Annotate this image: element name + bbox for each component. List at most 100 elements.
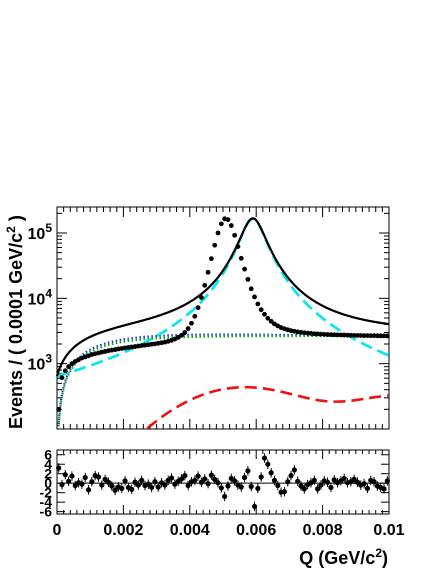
pull-point bbox=[341, 475, 347, 482]
pull-point bbox=[119, 485, 125, 491]
pull-point bbox=[275, 482, 281, 489]
pull-point bbox=[295, 478, 301, 484]
pull-point bbox=[215, 480, 221, 486]
signal-peak-curve bbox=[56, 217, 390, 378]
pull-point bbox=[122, 478, 128, 484]
pull-point bbox=[69, 473, 75, 479]
pull-point bbox=[85, 487, 92, 493]
data-point bbox=[212, 242, 218, 248]
fit-y-tick-labels: 103 104 105 bbox=[28, 221, 53, 374]
y-tick-label: 103 bbox=[28, 352, 53, 374]
fit-axis-ticks bbox=[56, 207, 390, 430]
data-point bbox=[235, 244, 241, 249]
pull-point bbox=[95, 474, 102, 480]
fit-curves bbox=[55, 217, 390, 430]
pull-point bbox=[79, 481, 85, 487]
total-fit-curve bbox=[55, 217, 390, 377]
pull-point bbox=[318, 482, 324, 488]
pull-point bbox=[185, 482, 191, 489]
data-point bbox=[62, 368, 68, 374]
pull-point bbox=[99, 482, 105, 488]
data-point bbox=[242, 266, 247, 272]
pull-point bbox=[251, 503, 258, 510]
fit-panel: 103 104 105 Events / ( 0.0001 GeV/c2 ) bbox=[4, 206, 390, 430]
data-point bbox=[179, 332, 184, 338]
background-2-curve bbox=[57, 334, 389, 427]
y-tick-label: 104 bbox=[28, 286, 53, 308]
pull-point bbox=[56, 465, 62, 471]
data-point bbox=[255, 301, 261, 307]
data-point bbox=[208, 256, 214, 262]
pull-point bbox=[149, 484, 155, 491]
data-point bbox=[66, 364, 72, 370]
pull-point bbox=[225, 483, 231, 489]
pull-point bbox=[328, 484, 334, 491]
data-point bbox=[381, 333, 387, 339]
data-point bbox=[262, 311, 267, 317]
data-point bbox=[355, 333, 360, 338]
pull-point bbox=[109, 483, 115, 489]
pull-y-tick-label: 0 bbox=[44, 475, 52, 491]
x-tick-label: 0 bbox=[53, 522, 62, 539]
pull-point bbox=[66, 478, 72, 484]
data-point bbox=[384, 333, 390, 339]
data-point bbox=[245, 276, 251, 282]
x-tick-label: 0.006 bbox=[236, 522, 276, 539]
pull-point bbox=[288, 473, 294, 479]
pull-y-tick-label: 2 bbox=[44, 466, 52, 482]
pull-y-tick-label: -4 bbox=[40, 494, 53, 510]
pull-point bbox=[152, 479, 158, 485]
pull-point bbox=[324, 479, 331, 485]
data-point bbox=[374, 333, 380, 339]
data-point bbox=[265, 315, 271, 321]
data-point bbox=[248, 286, 254, 292]
x-tick-label: 0.01 bbox=[373, 522, 404, 539]
background-curve bbox=[57, 333, 389, 425]
pull-point bbox=[218, 485, 224, 491]
data-point bbox=[232, 232, 238, 238]
pull-point bbox=[255, 485, 261, 491]
pull-point bbox=[258, 474, 264, 480]
pull-point bbox=[311, 477, 317, 483]
broad-component-curve bbox=[146, 385, 390, 430]
pull-point bbox=[285, 479, 291, 485]
x-tick-label: 0.008 bbox=[303, 522, 343, 539]
pull-y-tick-label: 4 bbox=[44, 456, 52, 472]
data-point bbox=[199, 295, 204, 300]
data-point bbox=[56, 406, 62, 412]
pull-point bbox=[62, 472, 68, 478]
data-point bbox=[258, 307, 264, 313]
pull-point bbox=[145, 481, 151, 487]
data-points bbox=[56, 216, 390, 412]
data-point bbox=[268, 318, 274, 324]
pull-point bbox=[381, 486, 387, 492]
pull-point bbox=[371, 479, 377, 485]
pull-point bbox=[248, 483, 254, 490]
fit-y-axis-title: Events / ( 0.0001 GeV/c2 ) bbox=[4, 215, 26, 429]
pull-point bbox=[105, 479, 112, 485]
pull-point bbox=[268, 470, 274, 476]
x-tick-label: 0.002 bbox=[103, 522, 143, 539]
data-point bbox=[368, 333, 374, 339]
pull-point bbox=[129, 486, 135, 492]
pull-point bbox=[265, 461, 271, 467]
pull-y-tick-label: -2 bbox=[40, 485, 53, 501]
data-point bbox=[202, 282, 208, 288]
data-point bbox=[225, 217, 231, 223]
pull-point bbox=[281, 489, 288, 495]
fit-plot-frame bbox=[56, 206, 390, 430]
pull-point bbox=[208, 472, 214, 478]
data-point bbox=[218, 221, 224, 227]
pull-y-tick-label: 6 bbox=[44, 447, 52, 463]
pull-point bbox=[195, 473, 201, 479]
pull-point bbox=[162, 482, 168, 488]
pull-point bbox=[192, 477, 198, 483]
pull-point bbox=[168, 475, 175, 481]
pull-point bbox=[271, 477, 278, 483]
pull-point bbox=[82, 474, 88, 481]
pull-point bbox=[202, 476, 208, 482]
pull-point bbox=[241, 474, 248, 481]
data-point bbox=[361, 333, 367, 338]
